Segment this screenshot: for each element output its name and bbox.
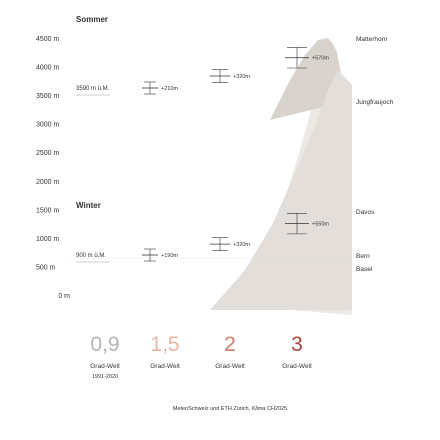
y-tick-label: 4000 m <box>36 65 60 72</box>
scenario-value-2: 2 <box>224 333 236 356</box>
place-label-jungfraujoch: Jungfraujoch <box>356 99 394 106</box>
mountain-slope <box>210 70 352 310</box>
scenario-labels: 0,9 Grad-Welt 1991-2020 1,5 Grad-Welt 2 Grad-W… <box>90 333 312 380</box>
scenario-sublabel-0: 1991-2020 <box>92 374 118 380</box>
scenario-value-3: 3 <box>291 333 303 356</box>
range-marker-0-0: +210m <box>142 81 178 95</box>
range-marker-0-2: +570m <box>285 47 329 69</box>
y-tick-label: 2500 m <box>36 150 60 157</box>
series-title-0: Sommer <box>76 15 108 24</box>
range-change-label: +320m <box>233 242 250 248</box>
y-tick-label: 0 m <box>58 293 70 300</box>
series-baseline-label-0: 3590 m ü.M. <box>76 86 110 92</box>
range-change-label: +210m <box>161 86 178 92</box>
y-tick-label: 2000 m <box>36 179 60 186</box>
range-change-label: +320m <box>233 74 250 80</box>
scenario-label-3: Grad-Welt <box>282 363 312 370</box>
y-tick-label: 1500 m <box>36 207 60 214</box>
range-change-label: +570m <box>312 56 329 62</box>
y-tick-label: 500 m <box>36 264 56 271</box>
scenario-value-0: 0,9 <box>90 333 119 356</box>
source-italic: Klima <box>252 406 266 412</box>
range-marker-0-1: +320m <box>210 69 250 83</box>
range-marker-1-2: +550m <box>285 213 329 235</box>
y-axis: 4500 m 4000 m 3500 m 3000 m 2500 m 2000 m 1500… <box>36 36 70 300</box>
place-label-davos: Davos <box>356 209 375 216</box>
reference-places: Matterhorn Jungfraujoch Davos Bern Basel <box>68 36 394 273</box>
scenario-label-1: Grad-Welt <box>150 363 180 370</box>
source-note: MeteoSchweiz und ETH Zürich, Klima CH202… <box>173 406 287 412</box>
range-change-label: +550m <box>312 222 329 228</box>
scenario-label-0: Grad-Welt <box>90 363 120 370</box>
range-marker-1-0: +190m <box>142 248 178 262</box>
series-title-1: Winter <box>76 201 101 210</box>
y-tick-label: 4500 m <box>36 36 60 43</box>
range-change-label: +190m <box>161 253 178 259</box>
source-prefix: MeteoSchweiz und ETH Zürich, <box>173 406 252 412</box>
place-label-basel: Basel <box>356 266 373 273</box>
series-baseline-label-1: 900 m ü.M. <box>76 253 106 259</box>
mountain-background <box>210 38 352 320</box>
y-tick-label: 3000 m <box>36 122 60 129</box>
source-suffix: CH2025 <box>265 406 287 412</box>
series-layer: Sommer 3590 m ü.M. +210m +320m +570m Winter 90… <box>76 15 329 263</box>
range-marker-1-1: +320m <box>210 237 250 252</box>
y-tick-label: 1000 m <box>36 236 60 243</box>
y-tick-label: 3500 m <box>36 93 60 100</box>
scenario-value-1: 1,5 <box>150 333 179 356</box>
place-label-bern: Bern <box>356 253 370 260</box>
place-label-matterhorn: Matterhorn <box>356 36 388 43</box>
scenario-label-2: Grad-Welt <box>215 363 245 370</box>
mountain-front <box>270 38 352 160</box>
